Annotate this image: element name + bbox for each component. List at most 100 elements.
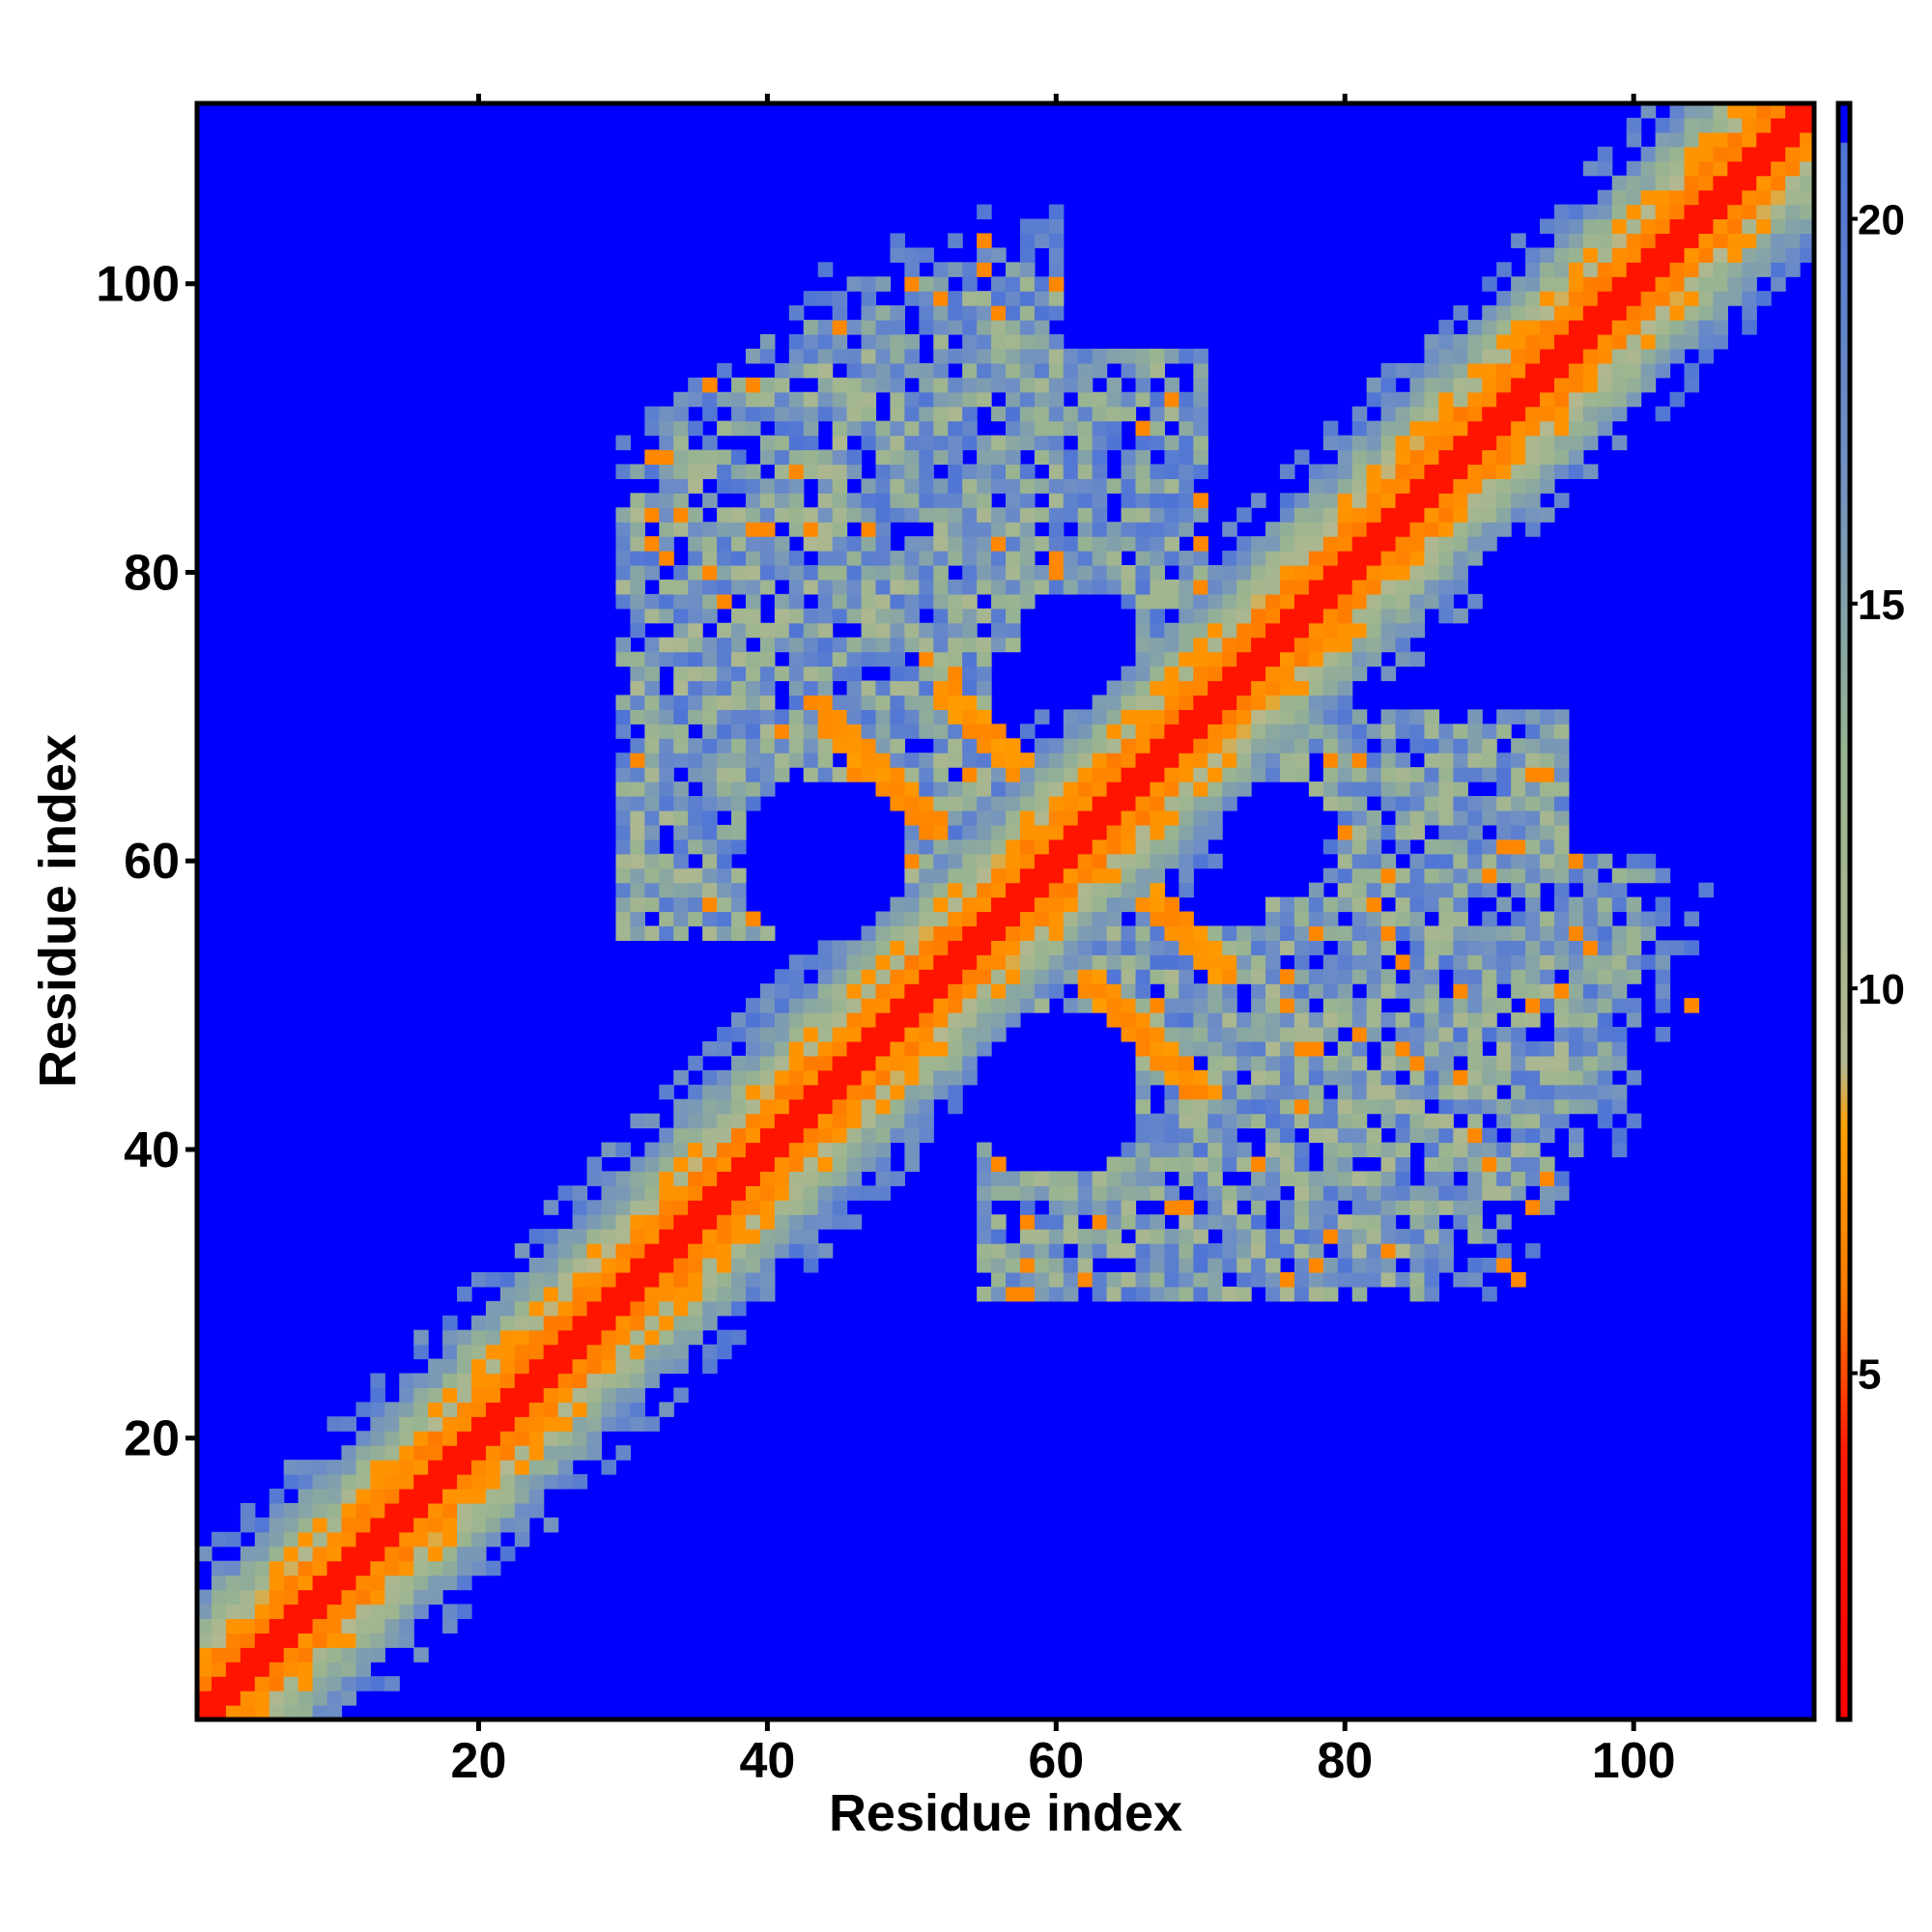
heatmap-cell	[673, 449, 689, 466]
heatmap-cell	[1525, 420, 1541, 437]
heatmap-cell	[731, 1300, 747, 1317]
x-tick-label: 80	[1317, 1733, 1373, 1789]
heatmap-cell	[1279, 551, 1295, 566]
heatmap-cell	[1106, 824, 1122, 840]
heatmap-cell	[1366, 998, 1382, 1013]
heatmap-cell	[528, 1315, 545, 1331]
heatmap-cell	[1179, 579, 1194, 595]
heatmap-cell	[904, 1127, 920, 1144]
heatmap-cell	[1453, 1069, 1468, 1086]
heatmap-cell	[1135, 622, 1151, 639]
heatmap-cell	[1193, 565, 1208, 581]
heatmap-cell	[673, 1156, 689, 1172]
heatmap-cell	[717, 449, 732, 466]
heatmap-cell	[1409, 1113, 1426, 1129]
heatmap-cell	[1337, 680, 1353, 696]
heatmap-cell	[688, 838, 703, 855]
heatmap-cell	[1640, 291, 1657, 306]
heatmap-cell	[370, 1531, 385, 1548]
heatmap-cell	[1756, 204, 1772, 220]
heatmap-cell	[1193, 724, 1208, 739]
heatmap-cell	[1482, 796, 1497, 811]
heatmap-cell	[413, 1416, 429, 1432]
heatmap-cell	[399, 1373, 414, 1389]
heatmap-cell	[1525, 1200, 1541, 1215]
heatmap-cell	[1351, 1258, 1368, 1273]
plot-frame	[194, 100, 1817, 1722]
heatmap-cell	[1322, 867, 1339, 884]
heatmap-cell	[1293, 622, 1310, 639]
heatmap-cell	[1179, 1098, 1194, 1115]
heatmap-cell	[370, 1604, 385, 1620]
heatmap-cell	[1135, 391, 1151, 408]
colorbar-segment	[1838, 1534, 1850, 1544]
heatmap-cell	[1150, 882, 1166, 898]
heatmap-cell	[1293, 551, 1310, 566]
colorbar-segment	[1838, 395, 1850, 405]
heatmap-cell	[1351, 1027, 1368, 1042]
heatmap-cell	[1150, 536, 1166, 552]
heatmap-cell	[659, 551, 674, 566]
heatmap-cell	[1034, 824, 1050, 840]
heatmap-cell	[644, 1358, 660, 1375]
heatmap-cell	[1063, 551, 1079, 566]
heatmap-cell	[948, 781, 963, 797]
colorbar-segment	[1838, 587, 1850, 597]
heatmap-cell	[759, 1113, 776, 1129]
heatmap-cell	[1077, 1200, 1094, 1215]
heatmap-cell	[1019, 420, 1036, 437]
heatmap-cell	[1322, 608, 1339, 624]
heatmap-cell	[1568, 276, 1584, 292]
heatmap-cell	[1193, 1142, 1208, 1158]
heatmap-cell	[384, 1460, 400, 1475]
heatmap-cell	[702, 1358, 718, 1375]
heatmap-cell	[817, 1069, 834, 1086]
heatmap-cell	[1351, 406, 1368, 422]
heatmap-cell	[774, 1027, 790, 1042]
heatmap-cell	[1236, 1098, 1252, 1115]
colorbar-segment	[1838, 488, 1850, 497]
heatmap-cell	[962, 666, 978, 682]
heatmap-cell	[644, 724, 660, 739]
heatmap-cell	[1409, 1027, 1426, 1042]
heatmap-cell	[875, 522, 892, 537]
heatmap-cell	[1409, 998, 1426, 1013]
heatmap-cell	[1467, 1258, 1483, 1273]
heatmap-cell	[846, 954, 863, 970]
heatmap-cell	[1698, 233, 1714, 248]
heatmap-cell	[1482, 334, 1497, 350]
heatmap-cell	[1150, 810, 1166, 826]
heatmap-cell	[788, 1200, 805, 1215]
heatmap-cell	[298, 1531, 314, 1548]
heatmap-cell	[1077, 435, 1094, 451]
heatmap-cell	[1077, 767, 1094, 782]
heatmap-cell	[1279, 911, 1295, 927]
heatmap-cell	[370, 1560, 385, 1577]
heatmap-cell	[1164, 911, 1179, 927]
heatmap-cell	[962, 709, 978, 724]
heatmap-cell	[1236, 565, 1252, 581]
heatmap-cell	[1150, 969, 1166, 984]
heatmap-cell	[1525, 348, 1541, 364]
heatmap-cell	[528, 1373, 545, 1389]
heatmap-cell	[298, 1489, 314, 1504]
heatmap-cell	[254, 1618, 270, 1634]
heatmap-cell	[1048, 493, 1065, 508]
heatmap-cell	[803, 1127, 819, 1144]
heatmap-cell	[933, 435, 949, 451]
heatmap-cell	[1684, 320, 1700, 335]
heatmap-cell	[1496, 969, 1512, 984]
heatmap-cell	[1380, 983, 1397, 999]
heatmap-cell	[861, 420, 877, 437]
heatmap-cell	[861, 680, 877, 696]
colorbar-segment	[1838, 280, 1850, 289]
heatmap-cell	[731, 925, 747, 941]
heatmap-cell	[1409, 882, 1426, 898]
heatmap-cell	[528, 1271, 545, 1288]
colorbar-segment	[1838, 1634, 1850, 1644]
heatmap-cell	[1121, 1156, 1137, 1172]
heatmap-cell	[644, 1315, 660, 1331]
heatmap-cell	[890, 1055, 905, 1071]
heatmap-cell	[1193, 1185, 1208, 1201]
heatmap-cell	[615, 536, 631, 552]
